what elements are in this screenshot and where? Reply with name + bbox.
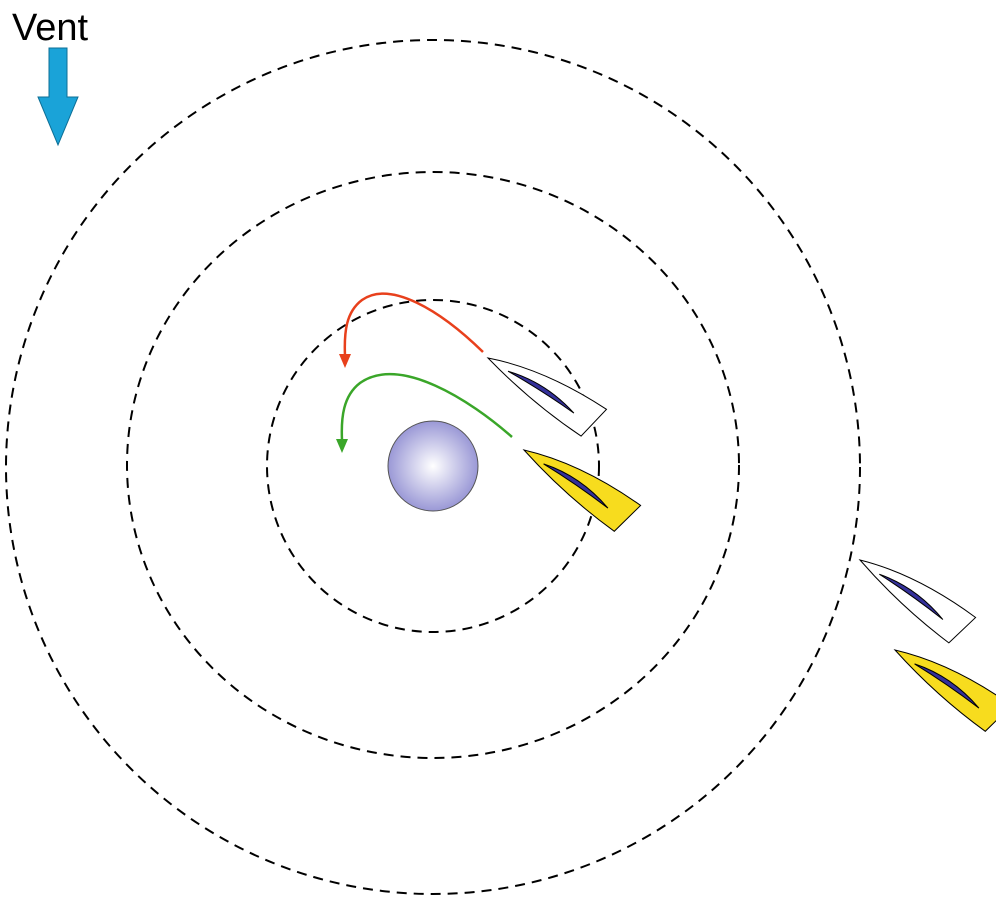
outer-ring	[5, 39, 861, 895]
green-arrowhead	[336, 439, 348, 453]
inner-ring	[266, 299, 600, 633]
boat-yellow-outer	[884, 634, 996, 737]
boat-yellow	[513, 434, 642, 537]
red-arrowhead	[339, 354, 351, 368]
red-course	[343, 292, 484, 357]
middle-ring	[126, 171, 740, 759]
boat-white-outer	[848, 545, 977, 648]
mark-buoy	[387, 420, 479, 512]
green-course	[340, 373, 513, 441]
wind-arrow	[37, 47, 79, 147]
wind-label: Vent	[12, 7, 89, 49]
